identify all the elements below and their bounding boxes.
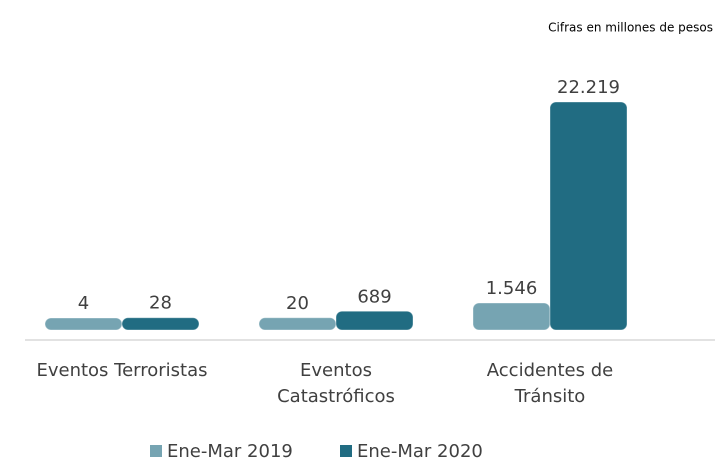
chart-subtitle: Cifras en millones de pesos <box>548 21 713 35</box>
x-tick-label: Eventos Catastróficos <box>277 360 395 407</box>
bar <box>472 302 551 331</box>
bar <box>335 310 414 331</box>
data-label: 689 <box>357 286 391 307</box>
legend-label: Ene-Mar 2020 <box>357 441 483 460</box>
x-tick-label: Eventos Terroristas <box>36 360 208 381</box>
data-label: 28 <box>149 293 172 314</box>
bar <box>549 101 628 331</box>
data-label: 4 <box>78 293 89 314</box>
data-label: 1.546 <box>486 278 538 299</box>
bar <box>258 317 337 331</box>
data-label: 22.219 <box>557 77 620 98</box>
legend-swatch <box>340 445 352 457</box>
legend-label: Ene-Mar 2019 <box>167 441 293 460</box>
legend-swatch <box>150 445 162 457</box>
x-tick-label: Accidentes de Tránsito <box>486 360 614 407</box>
bar <box>44 317 123 331</box>
bar <box>121 317 200 331</box>
data-label: 20 <box>286 293 309 314</box>
